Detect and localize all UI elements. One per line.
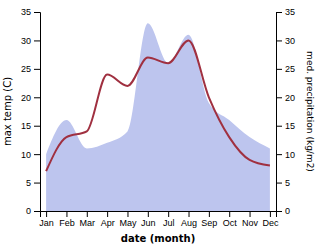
tick-label: Sep xyxy=(201,218,217,228)
tick: 15 xyxy=(276,121,295,131)
tick-label: Aug xyxy=(181,218,197,228)
tick: May xyxy=(119,211,137,228)
tick-label: 30 xyxy=(285,36,295,46)
tick: Dec xyxy=(262,211,279,228)
tick: Apr xyxy=(101,211,115,228)
tick-mark xyxy=(34,40,40,41)
tick: Nov xyxy=(242,211,259,228)
tick-label: 35 xyxy=(21,7,31,17)
tick: Jul xyxy=(163,211,175,228)
tick-mark xyxy=(229,211,230,217)
tick-label: Jan xyxy=(39,218,54,228)
tick: Mar xyxy=(80,211,96,228)
tick-mark xyxy=(34,211,40,212)
tick: Aug xyxy=(181,211,197,228)
tick-mark xyxy=(107,211,108,217)
tick-label: 5 xyxy=(285,178,290,188)
tick-label: Apr xyxy=(101,218,115,228)
tick-label: May xyxy=(119,218,137,228)
tick: 35 xyxy=(276,7,295,17)
tick-mark xyxy=(189,211,190,217)
tick-label: Dec xyxy=(262,218,279,228)
tick-label: 0 xyxy=(285,206,290,216)
tick-label: 15 xyxy=(21,121,31,131)
tick-mark xyxy=(66,211,67,217)
tick-mark xyxy=(127,211,128,217)
tick: 5 xyxy=(26,178,40,188)
tick-label: 5 xyxy=(26,178,31,188)
tick-mark xyxy=(209,211,210,217)
tick: 20 xyxy=(21,93,40,103)
tick: 25 xyxy=(276,64,295,74)
tick: 5 xyxy=(276,178,290,188)
tick: Jun xyxy=(141,211,156,228)
tick: 30 xyxy=(276,36,295,46)
tick-mark xyxy=(276,126,282,127)
tick: 10 xyxy=(276,150,295,160)
tick-mark xyxy=(250,211,251,217)
tick-label: 15 xyxy=(285,121,295,131)
axis-line xyxy=(34,13,41,212)
tick-mark xyxy=(276,154,282,155)
tick-mark xyxy=(276,97,282,98)
tick-label: 20 xyxy=(21,93,31,103)
tick-mark xyxy=(276,12,282,13)
tick: Oct xyxy=(223,211,238,228)
tick: 25 xyxy=(21,64,40,74)
tick-mark xyxy=(168,211,169,217)
axis-line xyxy=(277,13,283,212)
tick-mark xyxy=(276,40,282,41)
axis-line xyxy=(41,212,277,218)
tick: 20 xyxy=(276,93,295,103)
line xyxy=(46,40,270,171)
chart: Jan Feb Mar Apr May Jun Jul Aug Sep Oct NovDec 0 5 10… xyxy=(0,0,318,247)
tick-mark xyxy=(46,211,47,217)
y2-axis-title: med. precipitation (kg/m2) xyxy=(305,51,315,172)
tick: Jan xyxy=(39,211,54,228)
x-axis: Jan Feb Mar Apr May Jun Jul Aug Sep Oct NovDec xyxy=(39,211,279,228)
tick-mark xyxy=(34,154,40,155)
tick-label: Jul xyxy=(163,218,175,228)
tick: 0 xyxy=(26,206,40,216)
tick-mark xyxy=(276,69,282,70)
tick-mark xyxy=(34,183,40,184)
tick: 35 xyxy=(21,7,40,17)
tick-mark xyxy=(34,69,40,70)
tick-mark xyxy=(34,12,40,13)
tick: Feb xyxy=(59,211,75,228)
y-axis: 0 5 10 15 20 25 30 35 xyxy=(21,7,41,216)
x-axis-title: date (month) xyxy=(121,233,195,244)
area xyxy=(46,23,270,211)
tick-label: 20 xyxy=(285,93,295,103)
tick-mark xyxy=(276,183,282,184)
y2-axis: 0 5 10 15 20 25 30 35 xyxy=(276,7,295,216)
y-axis-title: max temp (C) xyxy=(2,77,13,146)
plot-area xyxy=(46,23,270,211)
tick-label: 10 xyxy=(285,150,295,160)
tick: 15 xyxy=(21,121,40,131)
tick: 0 xyxy=(276,206,290,216)
tick-mark xyxy=(270,211,271,217)
tick-label: 25 xyxy=(285,64,295,74)
tick: Sep xyxy=(201,211,217,228)
tick-label: 10 xyxy=(21,150,31,160)
tick-mark xyxy=(87,211,88,217)
tick: 10 xyxy=(21,150,40,160)
tick-label: 0 xyxy=(26,206,31,216)
tick-label: Feb xyxy=(59,218,75,228)
tick: 30 xyxy=(21,36,40,46)
tick-mark xyxy=(34,97,40,98)
tick-label: Nov xyxy=(242,218,259,228)
tick-mark xyxy=(148,211,149,217)
tick-label: 25 xyxy=(21,64,31,74)
tick-label: 30 xyxy=(21,36,31,46)
tick-label: Jun xyxy=(141,218,156,228)
tick-label: 35 xyxy=(285,7,295,17)
tick-mark xyxy=(276,211,282,212)
tick-mark xyxy=(34,126,40,127)
tick-label: Mar xyxy=(80,218,96,228)
tick-label: Oct xyxy=(223,218,238,228)
